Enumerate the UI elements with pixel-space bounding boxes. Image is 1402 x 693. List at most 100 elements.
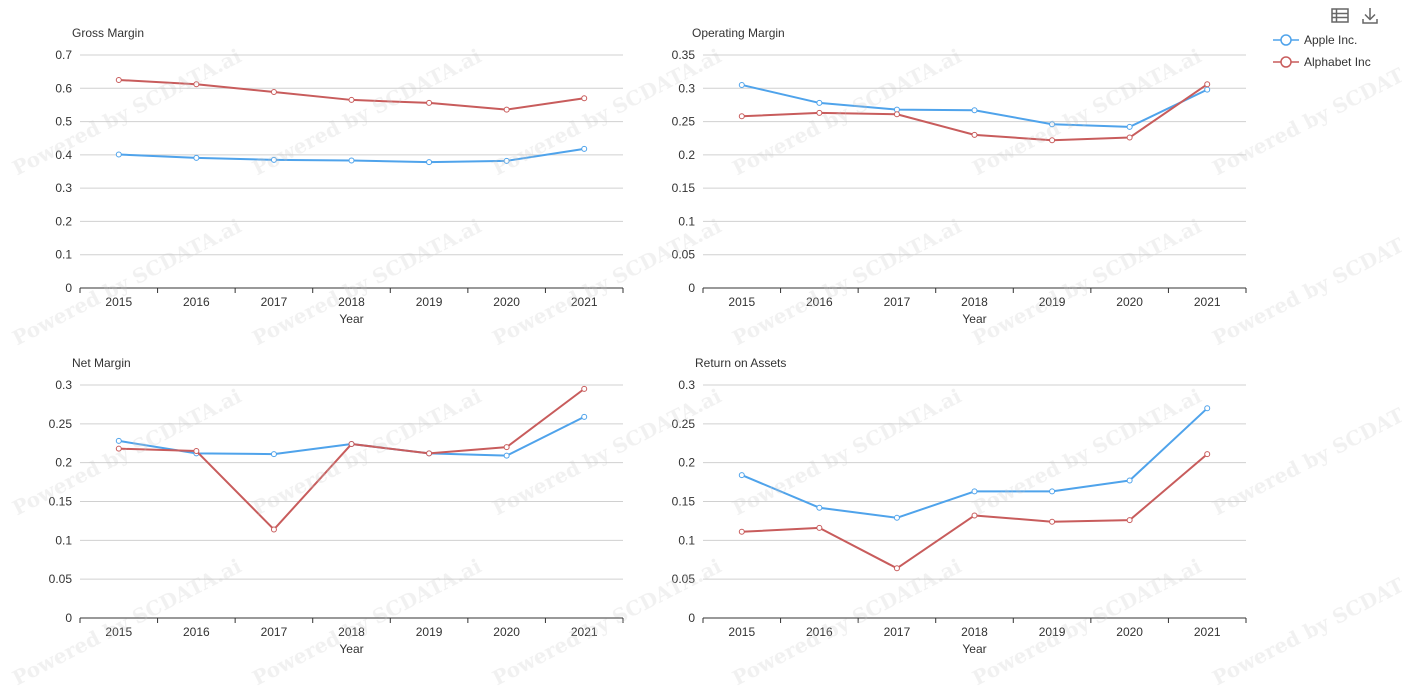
y-tick-label: 0.1	[55, 248, 72, 262]
data-point-alphabet	[581, 385, 588, 392]
y-tick-label: 0	[688, 611, 695, 625]
x-tick-label: 2019	[416, 295, 443, 309]
series-line-alphabet	[741, 453, 1208, 570]
x-tick-label: 2021	[1194, 625, 1221, 639]
x-tick-label: 2018	[338, 625, 365, 639]
y-tick-label: 0.15	[672, 495, 696, 509]
x-axis-label: Year	[339, 642, 363, 656]
y-tick-label: 0.3	[55, 181, 72, 195]
data-point-alphabet	[348, 441, 355, 448]
x-tick-label: 2018	[338, 295, 365, 309]
chart-title: Net Margin	[72, 356, 131, 370]
data-point-apple	[270, 156, 277, 163]
data-point-alphabet	[816, 109, 823, 116]
data-point-alphabet	[115, 445, 122, 452]
chart-title: Gross Margin	[72, 26, 144, 40]
y-tick-label: 0.5	[55, 115, 72, 129]
x-tick-label: 2021	[571, 295, 598, 309]
y-tick-label: 0.2	[678, 148, 695, 162]
x-tick-label: 2015	[105, 295, 132, 309]
legend-item-apple[interactable]: Apple Inc.	[1273, 29, 1371, 51]
data-point-apple	[581, 413, 588, 420]
data-point-alphabet	[1049, 518, 1056, 525]
x-tick-label: 2021	[571, 625, 598, 639]
data-point-alphabet	[193, 81, 200, 88]
y-tick-label: 0.25	[49, 417, 73, 431]
x-tick-label: 2016	[183, 295, 210, 309]
data-point-apple	[893, 514, 900, 521]
y-tick-label: 0.1	[678, 533, 695, 547]
y-tick-label: 0.3	[678, 378, 695, 392]
y-tick-label: 0.2	[55, 456, 72, 470]
legend-label-alphabet: Alphabet Inc	[1304, 55, 1371, 69]
x-tick-label: 2020	[1116, 295, 1143, 309]
x-tick-label: 2015	[728, 625, 755, 639]
data-point-alphabet	[1126, 134, 1133, 141]
series-line-alphabet	[118, 78, 585, 111]
legend-label-apple: Apple Inc.	[1304, 33, 1358, 47]
data-point-alphabet	[503, 106, 510, 113]
chart-panel-2: Operating Margin 0 0.05 0.1 0.15 0.2 0.25 0.3 0.…	[672, 26, 1247, 326]
y-tick-label: 0.35	[672, 48, 696, 62]
x-tick-label: 2021	[1194, 295, 1221, 309]
y-tick-label: 0.7	[55, 48, 72, 62]
data-point-apple	[816, 99, 823, 106]
x-axis-label: Year	[339, 312, 363, 326]
data-point-alphabet	[1126, 517, 1133, 524]
y-tick-label: 0	[688, 281, 695, 295]
data-point-alphabet	[738, 528, 745, 535]
data-point-apple	[581, 145, 588, 152]
data-point-apple	[270, 451, 277, 458]
data-point-apple	[115, 151, 122, 158]
chart-title: Operating Margin	[692, 26, 785, 40]
data-point-apple	[971, 488, 978, 495]
x-tick-label: 2019	[1039, 625, 1066, 639]
data-point-alphabet	[1204, 451, 1211, 458]
legend-swatch-alphabet	[1273, 56, 1299, 68]
chart-panel-1: Gross Margin 0 0.1 0.2 0.3 0.4 0.5 0.6 0.7 2015 20…	[55, 26, 624, 326]
legend-item-alphabet[interactable]: Alphabet Inc	[1273, 51, 1371, 73]
y-tick-label: 0.2	[678, 456, 695, 470]
data-point-alphabet	[115, 76, 122, 83]
data-point-alphabet	[893, 565, 900, 572]
x-axis-label: Year	[962, 642, 986, 656]
data-point-apple	[503, 452, 510, 459]
legend: Apple Inc. Alphabet Inc	[1273, 29, 1371, 73]
x-tick-label: 2017	[261, 295, 288, 309]
data-point-apple	[816, 504, 823, 511]
data-point-apple	[348, 157, 355, 164]
data-point-alphabet	[348, 96, 355, 103]
data-point-apple	[1126, 123, 1133, 130]
data-point-apple	[1049, 488, 1056, 495]
data-point-apple	[115, 437, 122, 444]
y-tick-label: 0	[65, 611, 72, 625]
chart-panel-3: Net Margin 0 0.05 0.1 0.15 0.2 0.25 0.3 2015 2016…	[49, 356, 624, 656]
chart-panel-4: Return on Assets 0 0.05 0.1 0.15 0.2 0.25 0.3 20…	[672, 356, 1247, 656]
y-tick-label: 0.2	[55, 214, 72, 228]
data-point-alphabet	[971, 131, 978, 138]
download-icon[interactable]	[1360, 6, 1380, 26]
data-point-alphabet	[816, 524, 823, 531]
y-tick-label: 0.3	[678, 81, 695, 95]
y-tick-label: 0.25	[672, 115, 696, 129]
x-tick-label: 2020	[493, 295, 520, 309]
y-tick-label: 0.05	[672, 248, 696, 262]
data-point-alphabet	[270, 88, 277, 95]
data-point-alphabet	[893, 111, 900, 118]
y-tick-label: 0.05	[49, 572, 73, 586]
x-tick-label: 2020	[493, 625, 520, 639]
data-point-alphabet	[1049, 137, 1056, 144]
x-tick-label: 2017	[884, 295, 911, 309]
y-tick-label: 0.1	[55, 533, 72, 547]
chart-title: Return on Assets	[695, 356, 786, 370]
x-tick-label: 2015	[728, 295, 755, 309]
data-view-icon[interactable]	[1330, 6, 1350, 26]
data-point-apple	[193, 154, 200, 161]
data-point-apple	[1049, 121, 1056, 128]
data-point-apple	[503, 157, 510, 164]
y-tick-label: 0.4	[55, 148, 72, 162]
data-point-alphabet	[426, 450, 433, 457]
data-point-apple	[1126, 477, 1133, 484]
x-tick-label: 2016	[183, 625, 210, 639]
